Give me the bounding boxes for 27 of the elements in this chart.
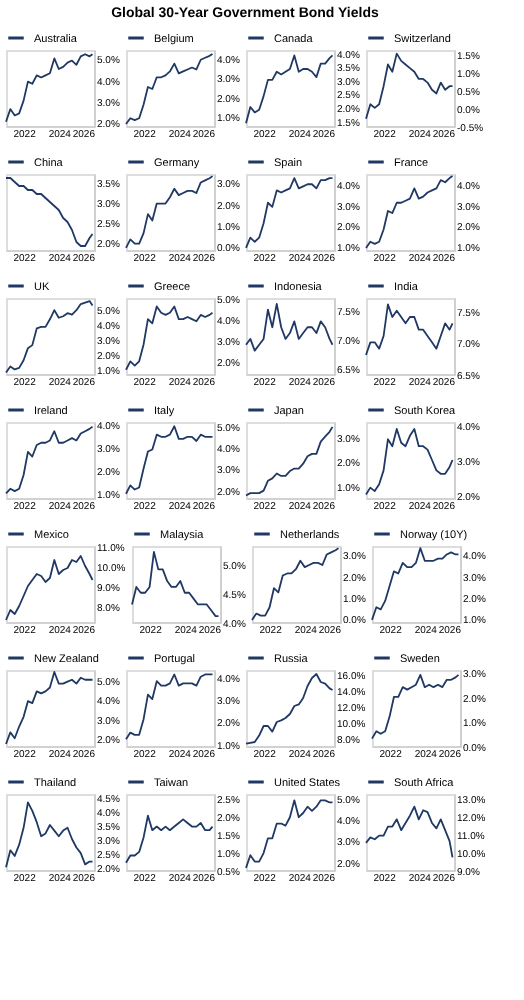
line-series: [245, 799, 334, 869]
line-series: [5, 671, 94, 745]
line-series: [5, 53, 94, 123]
line-series: [125, 814, 214, 864]
line-series: [245, 54, 334, 125]
line-series: [251, 547, 340, 621]
line-series: [245, 177, 334, 249]
line-series: [365, 175, 454, 249]
line-series: [365, 428, 454, 496]
line-series: [371, 547, 460, 621]
line-series: [5, 425, 94, 495]
line-series: [125, 53, 214, 125]
line-series: [365, 52, 454, 120]
line-series: [365, 303, 454, 356]
line-series: [245, 426, 334, 497]
line-series: [245, 673, 334, 745]
line-series: [245, 302, 334, 352]
line-series: [5, 300, 94, 374]
line-series: [125, 673, 214, 741]
line-series: [371, 674, 460, 740]
line-series: [125, 305, 214, 371]
line-series: [5, 177, 94, 247]
line-series: [125, 175, 214, 249]
line-series: [125, 425, 214, 495]
line-series: [131, 550, 220, 618]
line-series: [365, 805, 454, 859]
line-series: [5, 801, 94, 869]
